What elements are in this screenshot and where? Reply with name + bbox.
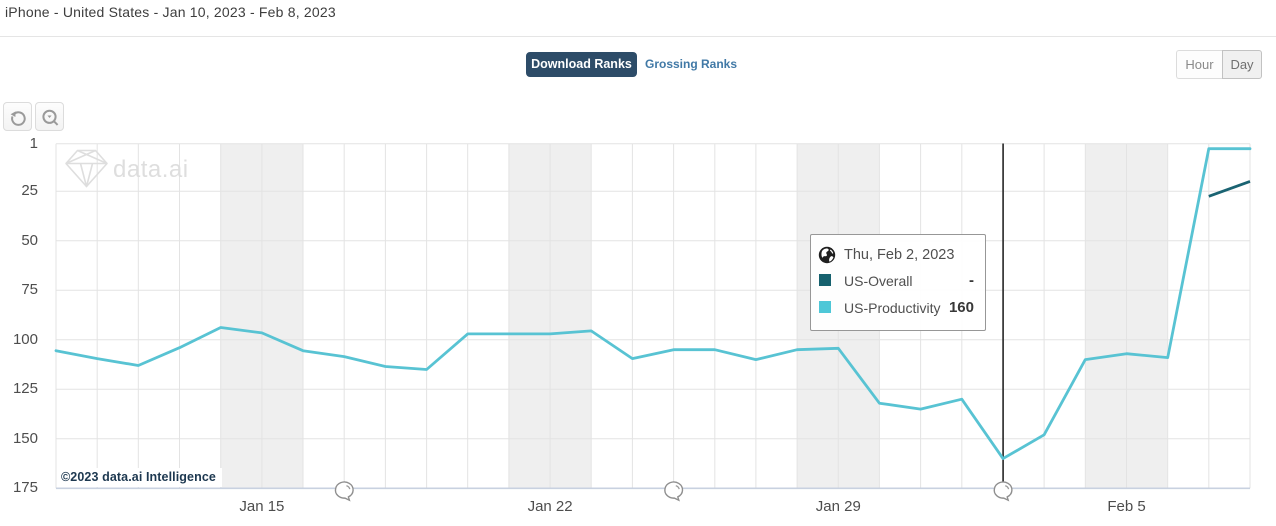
svg-text:data.ai: data.ai: [113, 156, 189, 183]
